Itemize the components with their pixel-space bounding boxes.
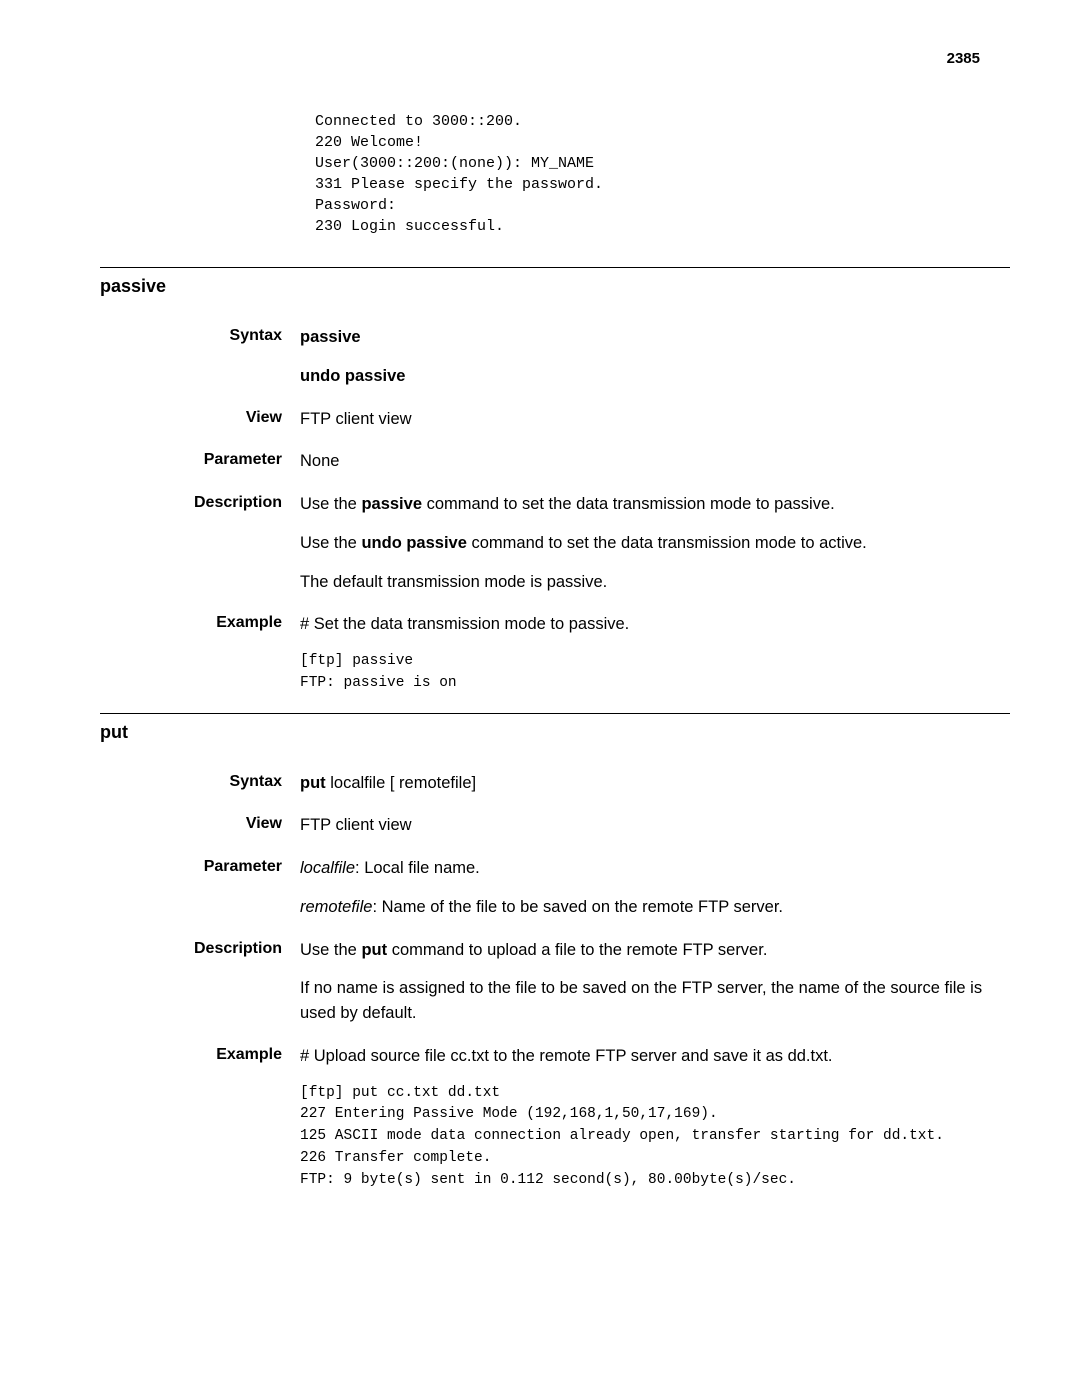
entry-row: ParameterNone [100,449,1010,474]
entry-content: None [300,449,1010,474]
entry-row: Syntaxpassive undo passive [100,325,1010,389]
entry-content: FTP client view [300,407,1010,432]
text-span: remotefile [399,774,471,792]
entry-label: Parameter [100,856,300,876]
entry-row: Example# Upload source file cc.txt to th… [100,1044,1010,1192]
section-title: put [100,722,1010,743]
section-rule [100,713,1010,714]
page-container: 2385 Connected to 3000::200. 220 Welcome… [0,0,1080,1269]
text-span: FTP client view [300,410,412,428]
entry-content: localfile: Local file name. remotefile: N… [300,856,1010,920]
text-span: Use the [300,534,361,552]
syntax-line: undo passive [300,364,1010,389]
text-span: command to upload a file to the remote F… [387,941,767,959]
paragraph: If no name is assigned to the file to be… [300,976,1010,1026]
text-span: Use the [300,941,361,959]
entry-row: ViewFTP client view [100,813,1010,838]
entry-row: DescriptionUse the passive command to se… [100,492,1010,594]
paragraph: Use the put command to upload a file to … [300,938,1010,963]
text-span: localfile [300,859,355,877]
text-span: : Local file name. [355,859,480,877]
entry-row: Syntaxput localfile [ remotefile] [100,771,1010,796]
text-span: put [300,774,330,792]
entry-content: passive undo passive [300,325,1010,389]
paragraph: FTP client view [300,407,1010,432]
text-span: undo passive [300,367,405,385]
entry-label: Example [100,1044,300,1064]
entry-content: Use the passive command to set the data … [300,492,1010,594]
text-span: # Set the data transmission mode to pass… [300,615,629,633]
text-span: put [361,941,387,959]
entry-content: FTP client view [300,813,1010,838]
text-span: None [300,452,339,470]
entry-label: View [100,407,300,427]
text-span: passive [300,328,361,346]
paragraph: None [300,449,1010,474]
text-span: [ [390,774,399,792]
entry-content: Use the put command to upload a file to … [300,938,1010,1026]
paragraph: The default transmission mode is passive… [300,570,1010,595]
text-span: command to set the data transmission mod… [422,495,835,513]
text-span: passive [361,495,422,513]
text-span: # Upload source file cc.txt to the remot… [300,1047,833,1065]
text-span: undo passive [361,534,466,552]
entry-label: Syntax [100,771,300,791]
entry-label: Description [100,492,300,512]
page-number: 2385 [100,50,1010,67]
text-span: : Name of the file to be saved on the re… [372,898,783,916]
intro-code-block: Connected to 3000::200. 220 Welcome! Use… [315,111,1010,237]
text-span: If no name is assigned to the file to be… [300,979,982,1022]
entry-row: DescriptionUse the put command to upload… [100,938,1010,1026]
sections-container: passiveSyntaxpassiveundo passiveViewFTP … [100,267,1010,1191]
entry-label: Example [100,612,300,632]
paragraph: Use the passive command to set the data … [300,492,1010,517]
syntax-line: put localfile [ remotefile] [300,771,1010,796]
example-code: [ftp] passive FTP: passive is on [300,651,1010,695]
example-intro: # Upload source file cc.txt to the remot… [300,1044,1010,1069]
paragraph: Use the undo passive command to set the … [300,531,1010,556]
entry-content: # Upload source file cc.txt to the remot… [300,1044,1010,1192]
paragraph: remotefile: Name of the file to be saved… [300,895,1010,920]
entry-row: Example# Set the data transmission mode … [100,612,1010,694]
text-span: FTP client view [300,816,412,834]
entry-label: Description [100,938,300,958]
paragraph: FTP client view [300,813,1010,838]
section-title: passive [100,276,1010,297]
section-rule [100,267,1010,268]
entry-content: # Set the data transmission mode to pass… [300,612,1010,694]
text-span: localfile [330,774,390,792]
syntax-line: passive [300,325,1010,350]
text-span: command to set the data transmission mod… [467,534,867,552]
text-span: The default transmission mode is passive… [300,573,607,591]
entry-label: View [100,813,300,833]
entry-row: ViewFTP client view [100,407,1010,432]
text-span: remotefile [300,898,372,916]
example-intro: # Set the data transmission mode to pass… [300,612,1010,637]
entry-content: put localfile [ remotefile] [300,771,1010,796]
paragraph: localfile: Local file name. [300,856,1010,881]
entry-label: Syntax [100,325,300,345]
example-code: [ftp] put cc.txt dd.txt 227 Entering Pas… [300,1083,1010,1192]
text-span: ] [472,774,477,792]
entry-label: Parameter [100,449,300,469]
entry-row: Parameterlocalfile: Local file name. remo… [100,856,1010,920]
text-span: Use the [300,495,361,513]
